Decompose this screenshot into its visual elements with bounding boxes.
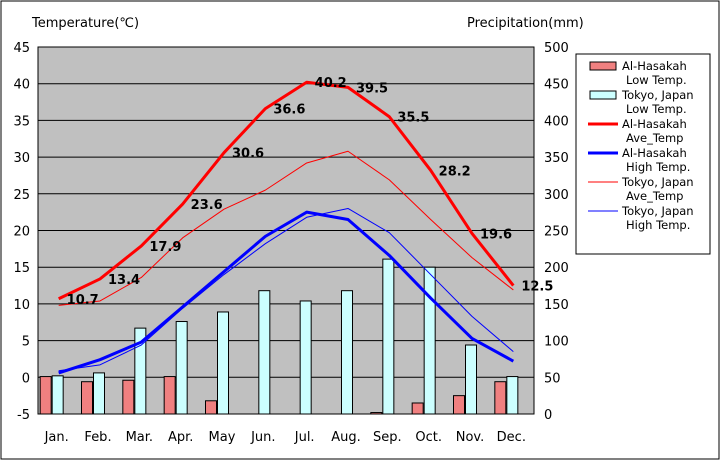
- data-label: 17.9: [149, 240, 181, 255]
- precip-bar: [370, 412, 383, 415]
- data-label: 13.4: [108, 273, 140, 288]
- x-tick-label: Jul.: [294, 430, 315, 445]
- legend-label: Low Temp.: [626, 73, 687, 87]
- x-tick-label: Apr.: [168, 430, 193, 445]
- data-label: 19.6: [480, 227, 512, 242]
- temperature-line: [58, 207, 514, 372]
- left-axis-title: Temperature(℃): [31, 16, 139, 31]
- x-tick-label: Nov.: [456, 430, 485, 445]
- x-tick-label: Dec.: [497, 430, 526, 445]
- right-tick-label: 300: [544, 188, 569, 203]
- right-tick-label: 250: [544, 225, 569, 240]
- data-label: 35.5: [397, 111, 429, 126]
- data-label: 23.6: [191, 198, 223, 213]
- precip-bar: [205, 400, 217, 415]
- legend-label: Tokyo, Japan: [621, 175, 694, 189]
- temperature-line: [58, 210, 515, 375]
- data-label: 28.2: [439, 164, 471, 179]
- left-tick-label: -5: [17, 408, 30, 423]
- data-label: 36.6: [273, 103, 305, 118]
- left-tick-label: 5: [22, 335, 30, 350]
- grid-lines: [38, 83, 534, 378]
- x-tick-label: Jun.: [250, 430, 275, 445]
- x-tick-label: Mar.: [126, 430, 153, 445]
- right-tick-label: 200: [544, 261, 569, 276]
- precip-bar: [506, 376, 519, 415]
- x-tick-label: Oct.: [415, 430, 442, 445]
- data-label: 39.5: [356, 81, 388, 96]
- legend-label: Al-Hasakah: [622, 146, 687, 160]
- right-tick-label: 500: [544, 41, 569, 56]
- legend-label: Tokyo, Japan: [621, 204, 694, 218]
- left-tick-label: 25: [13, 188, 30, 203]
- left-tick-label: 40: [13, 78, 30, 93]
- precip-bar: [453, 395, 465, 415]
- legend-label: Ave_Temp: [626, 131, 683, 145]
- data-label: 10.7: [67, 293, 99, 308]
- right-tick-label: 100: [544, 335, 569, 350]
- left-tick-label: 0: [22, 371, 30, 386]
- temperature-line: [58, 150, 514, 306]
- legend-label: Al-Hasakah: [622, 59, 687, 73]
- precip-bar: [175, 321, 188, 415]
- x-axis-ticks: Jan. Feb. Mar. Apr. May Jun. Jul. Aug. Sep. Oct. N…: [44, 430, 526, 445]
- legend-label: Low Temp.: [626, 102, 687, 116]
- right-tick-label: 450: [544, 78, 569, 93]
- temperature-lines: [58, 80, 515, 375]
- legend-label: High Temp.: [626, 218, 690, 232]
- x-tick-label: Aug.: [331, 430, 361, 445]
- left-tick-label: 45: [13, 41, 30, 56]
- precip-bar: [423, 266, 436, 415]
- legend-swatch: [589, 90, 617, 100]
- left-tick-label: 35: [13, 114, 30, 129]
- legend-label: Tokyo, Japan: [621, 88, 694, 102]
- right-axis-ticks: 0 50 100 150 200 250 300 350 400 450 500: [544, 41, 569, 423]
- precip-bar: [93, 372, 105, 415]
- legend-label: Al-Hasakah: [622, 117, 687, 131]
- right-tick-label: 50: [544, 371, 561, 386]
- x-tick-label: May: [209, 430, 236, 445]
- precip-bar: [51, 375, 64, 415]
- left-tick-label: 30: [13, 151, 30, 166]
- data-label: 40.2: [315, 76, 347, 91]
- precip-bar: [299, 300, 312, 415]
- precip-bar: [341, 290, 353, 415]
- right-tick-label: 150: [544, 298, 569, 313]
- precip-bar: [382, 258, 395, 415]
- data-labels: 10.7 13.4 17.9 23.6 30.6 36.6 40.2 39.5 35.5 28.2…: [67, 76, 554, 308]
- left-tick-label: 15: [13, 261, 30, 276]
- precip-bar: [39, 376, 52, 415]
- right-tick-label: 0: [544, 408, 552, 423]
- legend-label: Ave_Temp: [626, 189, 683, 203]
- right-axis-title: Precipitation(mm): [467, 16, 584, 31]
- right-tick-label: 400: [544, 114, 569, 129]
- precip-bar: [411, 402, 424, 415]
- precip-bar: [465, 344, 477, 415]
- right-tick-label: 350: [544, 151, 569, 166]
- left-axis-ticks: -5 0 5 10 15 20 25 30 35 40 45: [13, 41, 30, 423]
- x-tick-label: Sep.: [373, 430, 402, 445]
- data-label: 12.5: [521, 280, 553, 295]
- x-tick-label: Jan.: [44, 430, 69, 445]
- precip-bar: [81, 381, 93, 415]
- precip-bar: [122, 379, 135, 415]
- precip-bar: [134, 327, 147, 415]
- data-label: 30.6: [232, 147, 264, 162]
- precip-bar: [258, 290, 271, 415]
- precip-bar: [494, 381, 507, 415]
- precip-bar: [217, 311, 229, 415]
- precipitation-bars: [39, 258, 519, 415]
- left-tick-label: 20: [13, 225, 30, 240]
- precip-bar: [163, 376, 176, 415]
- x-tick-label: Feb.: [84, 430, 111, 445]
- temperature-line: [58, 80, 515, 301]
- left-tick-label: 10: [13, 298, 30, 313]
- legend-swatch: [589, 61, 617, 71]
- legend-label: High Temp.: [626, 160, 690, 174]
